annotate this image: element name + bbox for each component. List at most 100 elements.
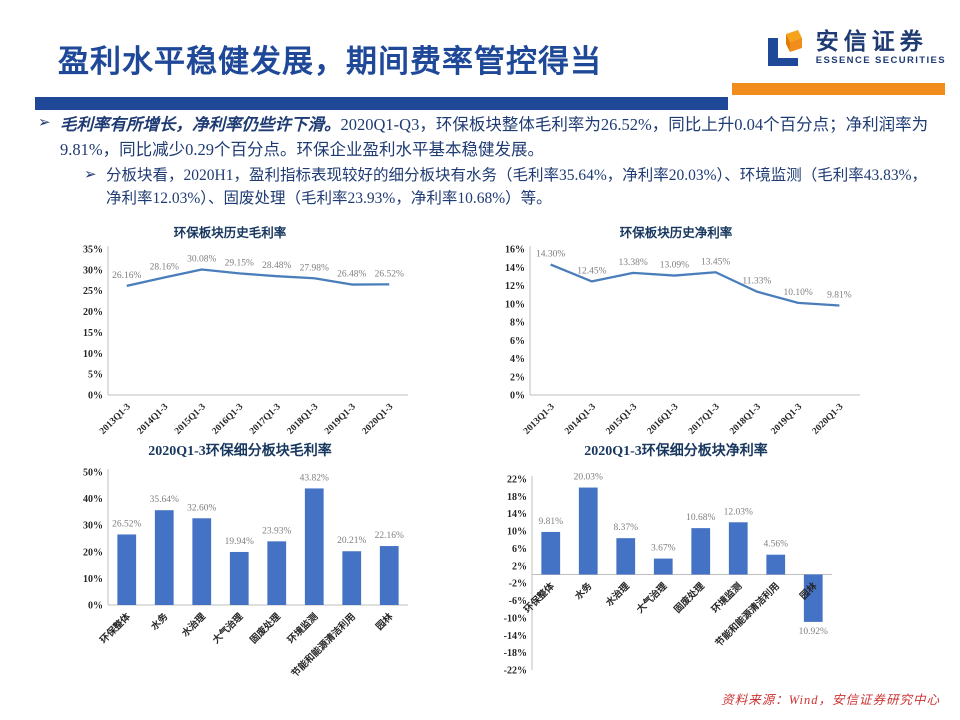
svg-text:固废处理: 固废处理	[248, 610, 284, 646]
page-title: 盈利水平稳健发展，期间费率管控得当	[58, 44, 602, 79]
svg-text:2014Q1-3: 2014Q1-3	[136, 402, 171, 437]
svg-text:28.48%: 28.48%	[262, 261, 291, 271]
svg-text:大气治理: 大气治理	[210, 610, 246, 646]
chart-gross-margin-history: 环保板块历史毛利率 35% 30% 25% 20% 15% 10% 5% 0% 26.16% 28…	[50, 222, 460, 438]
svg-text:2019Q1-3: 2019Q1-3	[323, 402, 358, 437]
svg-text:26.52%: 26.52%	[112, 519, 141, 529]
svg-text:2015Q1-3: 2015Q1-3	[605, 402, 640, 437]
svg-text:2018Q1-3: 2018Q1-3	[728, 402, 763, 437]
svg-text:27.98%: 27.98%	[300, 263, 329, 273]
brand-name-en: ESSENCE SECURITIES	[815, 55, 946, 67]
svg-text:20%: 20%	[83, 307, 103, 318]
svg-text:-2%: -2%	[509, 579, 527, 590]
svg-text:2020Q1-3: 2020Q1-3	[361, 402, 396, 437]
svg-text:26.52%: 26.52%	[375, 269, 404, 279]
svg-text:12.03%: 12.03%	[724, 507, 753, 517]
chart-title: 环保板块历史净利率	[619, 226, 733, 240]
svg-text:29.15%: 29.15%	[225, 258, 254, 268]
svg-text:水务: 水务	[572, 580, 594, 602]
svg-text:26.48%: 26.48%	[337, 270, 366, 280]
svg-text:0%: 0%	[510, 391, 525, 402]
svg-text:20%: 20%	[83, 547, 103, 558]
brand-name-cn: 安信证券	[815, 28, 928, 54]
svg-text:20.03%: 20.03%	[574, 473, 603, 483]
svg-text:15%: 15%	[83, 328, 103, 339]
svg-text:10%: 10%	[83, 349, 103, 360]
svg-text:30.08%: 30.08%	[187, 255, 216, 265]
svg-text:12.45%: 12.45%	[577, 266, 606, 276]
svg-text:2016Q1-3: 2016Q1-3	[211, 402, 246, 437]
chart-segment-net-margin: 2020Q1-3环保细分板块净利率 22% 18% 14% 10% 6% 2% -2% -6%…	[486, 440, 948, 696]
bar-chart-svg: 22% 18% 14% 10% 6% 2% -2% -6% -10% -14% -18% -22% 9.…	[504, 473, 832, 677]
svg-text:8.37%: 8.37%	[613, 523, 638, 533]
svg-text:4%: 4%	[510, 354, 525, 365]
header-divider-orange	[732, 83, 945, 95]
svg-text:园林: 园林	[373, 610, 395, 632]
svg-text:大气治理: 大气治理	[634, 580, 670, 616]
svg-text:11.33%: 11.33%	[742, 277, 771, 287]
svg-text:14.30%: 14.30%	[536, 250, 565, 260]
essence-securities-logo-icon	[767, 30, 802, 66]
bullet-text-block: ➢ 毛利率有所增长，净利率仍些许下滑。2020Q1-Q3，环保板块整体毛利率为2…	[38, 112, 933, 211]
chart-title: 2020Q1-3环保细分板块净利率	[584, 444, 768, 459]
bullet-level1-text: 毛利率有所增长，净利率仍些许下滑。2020Q1-Q3，环保板块整体毛利率为26.…	[60, 112, 932, 162]
svg-text:2020Q1-3: 2020Q1-3	[811, 402, 846, 437]
svg-text:3.67%: 3.67%	[651, 544, 676, 554]
svg-text:22%: 22%	[507, 475, 527, 486]
svg-text:10.68%: 10.68%	[686, 513, 715, 523]
svg-text:环境监测: 环境监测	[709, 580, 745, 616]
svg-text:30%: 30%	[83, 265, 103, 276]
svg-text:2%: 2%	[512, 561, 527, 572]
svg-text:0%: 0%	[88, 601, 103, 612]
svg-text:9.81%: 9.81%	[827, 290, 852, 300]
svg-text:22.16%: 22.16%	[375, 531, 404, 541]
bullet-level2: ➢ 分板块看，2020H1，盈利指标表现较好的细分板块有水务（毛利率35.64%…	[84, 164, 933, 211]
svg-text:6%: 6%	[512, 544, 527, 555]
svg-text:水务: 水务	[148, 610, 170, 632]
svg-text:水治理: 水治理	[179, 610, 208, 639]
chart-segment-gross-margin: 2020Q1-3环保细分板块毛利率 50% 40% 30% 20% 10% 0% 26.52…	[50, 440, 460, 694]
svg-text:-10%: -10%	[504, 613, 527, 624]
chart-net-margin-history: 环保板块历史净利率 16% 14% 12% 10% 8% 6% 4% 2% 0% 14.30% 12…	[486, 222, 901, 438]
svg-text:2017Q1-3: 2017Q1-3	[248, 402, 283, 437]
svg-text:2016Q1-3: 2016Q1-3	[646, 402, 681, 437]
svg-text:14%: 14%	[505, 263, 525, 274]
bullet-rest: 2020Q1-Q3，环保板块整体毛利率为26.52%，同比上升0.04个百分点；…	[60, 115, 929, 160]
svg-text:20.21%: 20.21%	[337, 536, 366, 546]
bar-chart-svg: 50% 40% 30% 20% 10% 0% 26.52% 35.64% 32.60% 19.94…	[83, 468, 408, 680]
svg-text:2018Q1-3: 2018Q1-3	[286, 402, 321, 437]
svg-text:-22%: -22%	[504, 666, 527, 677]
svg-text:16%: 16%	[505, 245, 525, 256]
svg-text:4.56%: 4.56%	[763, 540, 788, 550]
svg-text:40%: 40%	[83, 494, 103, 505]
svg-text:43.82%: 43.82%	[300, 473, 329, 483]
bullet-arrow-icon: ➢	[38, 115, 51, 131]
bullet-level2-text: 分板块看，2020H1，盈利指标表现较好的细分板块有水务（毛利率35.64%，净…	[106, 167, 928, 208]
svg-text:2%: 2%	[510, 372, 525, 383]
data-source-note: 资料来源：Wind，安信证券研究中心	[721, 693, 940, 707]
svg-text:28.16%: 28.16%	[150, 263, 179, 273]
line-chart-svg: 16% 14% 12% 10% 8% 6% 4% 2% 0% 14.30% 12.45% 13.38%…	[505, 245, 860, 437]
svg-text:23.93%: 23.93%	[262, 526, 291, 536]
svg-text:环境监测: 环境监测	[285, 610, 321, 646]
svg-text:26.16%: 26.16%	[112, 271, 141, 281]
svg-text:14%: 14%	[507, 509, 527, 520]
svg-text:2013Q1-3: 2013Q1-3	[522, 402, 557, 437]
svg-text:6%: 6%	[510, 336, 525, 347]
header-divider-blue	[35, 97, 728, 110]
svg-text:-6%: -6%	[509, 596, 527, 607]
svg-text:10%: 10%	[83, 574, 103, 585]
svg-text:固废处理: 固废处理	[672, 580, 708, 616]
svg-text:环保整体: 环保整体	[98, 610, 134, 646]
svg-text:18%: 18%	[507, 492, 527, 503]
svg-text:35%: 35%	[83, 245, 103, 256]
svg-text:13.45%: 13.45%	[701, 257, 730, 267]
bullet-lead: 毛利率有所增长，净利率仍些许下滑。	[60, 115, 341, 134]
svg-text:10.10%: 10.10%	[783, 288, 812, 298]
svg-text:12%: 12%	[505, 281, 525, 292]
bullet-level1: ➢ 毛利率有所增长，净利率仍些许下滑。2020Q1-Q3，环保板块整体毛利率为2…	[38, 112, 933, 162]
svg-text:2014Q1-3: 2014Q1-3	[563, 402, 598, 437]
svg-text:25%: 25%	[83, 286, 103, 297]
svg-text:32.60%: 32.60%	[187, 503, 216, 513]
